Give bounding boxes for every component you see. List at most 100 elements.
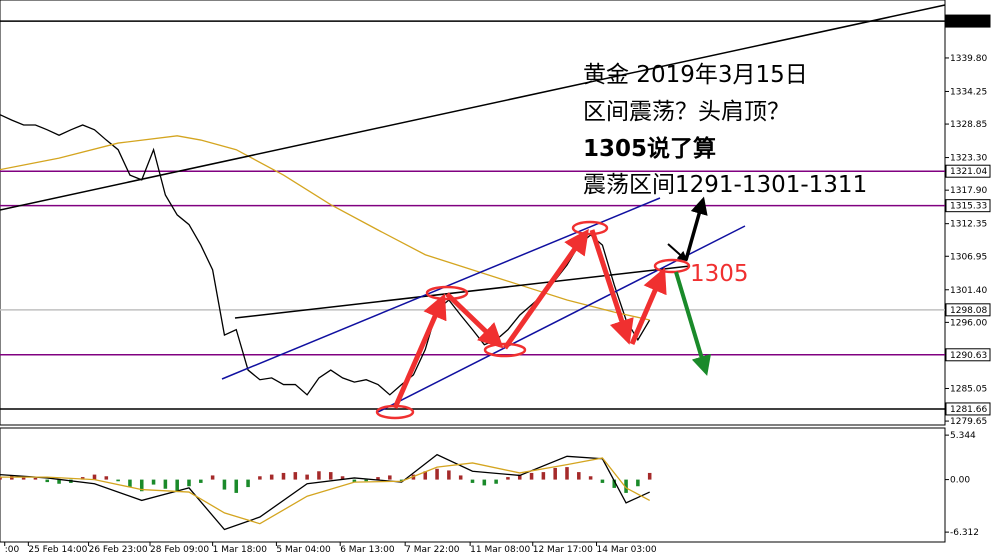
x-tick-label: 11 Mar 08:00	[470, 545, 530, 555]
level-box	[945, 199, 991, 213]
histogram-bar	[647, 472, 652, 480]
histogram-bar	[116, 479, 120, 482]
x-tick-label: 12 Mar 17:00	[533, 545, 593, 555]
histogram-bar	[636, 479, 640, 487]
histogram-bar	[600, 479, 605, 483]
histogram-bar	[21, 476, 26, 480]
annotation: 区间震荡？头肩顶？	[583, 99, 790, 125]
histogram-bar	[577, 472, 581, 480]
y-tick-label: 1339.80	[950, 54, 987, 64]
level-label: 1321.04	[950, 167, 987, 177]
histogram-bar	[588, 476, 593, 480]
histogram-bar	[57, 479, 61, 484]
histogram-bar	[470, 479, 475, 483]
histogram-bar	[458, 475, 463, 480]
histogram-bar	[494, 479, 498, 484]
y-tick-label: 1328.85	[950, 120, 987, 130]
x-tick-label: 1 Mar 18:00	[213, 545, 268, 555]
x-tick-label: 28 Feb 09:00	[150, 545, 209, 555]
level-label: 1281.66	[950, 405, 987, 415]
ellipse	[571, 220, 609, 236]
plot-layer	[0, 20, 945, 531]
indicator-panel	[0, 427, 946, 543]
down-arrow	[674, 271, 711, 376]
annotation: 1305说了算	[583, 135, 716, 162]
level-box	[945, 164, 991, 178]
y-tick-label: 5.344	[950, 431, 976, 441]
series-line	[0, 457, 650, 525]
x-tick-label: 14 Mar 03:00	[597, 545, 657, 555]
histogram-bar	[246, 479, 250, 488]
arrow	[589, 229, 634, 345]
ellipses	[375, 220, 691, 420]
annotation: 震荡区间1291-1301-1311	[583, 172, 867, 198]
histogram-bar	[529, 472, 534, 480]
histogram-bar	[104, 476, 109, 480]
histogram-bar	[139, 479, 144, 492]
histogram-bar	[163, 479, 168, 489]
x-tick-label: 25 Feb 14:00	[28, 545, 87, 555]
histogram-bar	[175, 479, 179, 493]
histogram-bar	[317, 471, 321, 480]
histogram-bar	[553, 467, 557, 480]
level-label: 1315.33	[950, 202, 987, 212]
level-box	[945, 303, 991, 317]
histogram-bar	[33, 477, 38, 480]
x-tick-label: 7 Mar 22:00	[405, 545, 460, 555]
series-line	[0, 453, 650, 531]
histogram-bar	[612, 479, 617, 488]
annotation: 黄金 2019年3月15日	[583, 62, 808, 88]
zigzag	[392, 228, 667, 409]
histogram-bar	[517, 474, 522, 480]
x-tick-label: 5 Mar 04:00	[276, 545, 331, 555]
y-tick-label: 1301.40	[950, 286, 987, 296]
arrow	[392, 293, 447, 409]
y-tick-label: 0.00	[950, 476, 970, 486]
level-box	[945, 14, 991, 28]
histogram-bar	[0, 477, 2, 480]
histogram-bar	[624, 479, 628, 493]
neck-line	[234, 265, 691, 319]
series-line	[0, 135, 650, 321]
histogram-bar	[352, 479, 357, 483]
level-box	[945, 348, 991, 362]
histogram-bar	[328, 472, 333, 480]
trend-line	[0, 4, 946, 211]
histogram-bar	[388, 475, 392, 480]
y-tick-label: 1285.05	[950, 384, 987, 394]
histogram-bar	[92, 474, 97, 480]
arrow	[629, 267, 667, 345]
y-tick-label: 1296.00	[950, 318, 987, 328]
histogram-bar	[399, 479, 404, 482]
x-tick-label: :00	[5, 545, 20, 555]
histogram-bar	[222, 479, 227, 490]
histogram-bar	[187, 479, 191, 487]
arrow	[445, 292, 504, 349]
ellipse	[653, 258, 691, 274]
histogram-bar	[199, 479, 203, 483]
x-tick-label: 6 Mar 13:00	[340, 545, 395, 555]
histogram-bar	[234, 479, 239, 493]
ellipse	[375, 404, 415, 420]
y-tick-label: -6.312	[950, 528, 979, 538]
y-tick-label: 1312.35	[950, 220, 987, 230]
histogram-bar	[340, 476, 345, 480]
annotation: 1305	[690, 261, 749, 287]
y-tick-label: 1323.30	[950, 154, 987, 164]
histogram-bar	[305, 474, 309, 480]
histogram-bar	[128, 479, 132, 488]
level-box	[945, 402, 991, 416]
histogram-bar	[423, 471, 428, 480]
histogram-bar	[293, 472, 298, 480]
ellipse	[425, 285, 469, 301]
drawings	[0, 4, 946, 420]
histogram-bar	[435, 468, 439, 480]
arrow	[502, 228, 589, 350]
histogram-bar	[541, 472, 546, 480]
histogram-bar	[376, 477, 380, 480]
histogram-bar	[565, 467, 569, 480]
histogram-bar	[269, 474, 274, 480]
small-arrow	[667, 243, 688, 262]
histogram-bar	[258, 476, 262, 480]
